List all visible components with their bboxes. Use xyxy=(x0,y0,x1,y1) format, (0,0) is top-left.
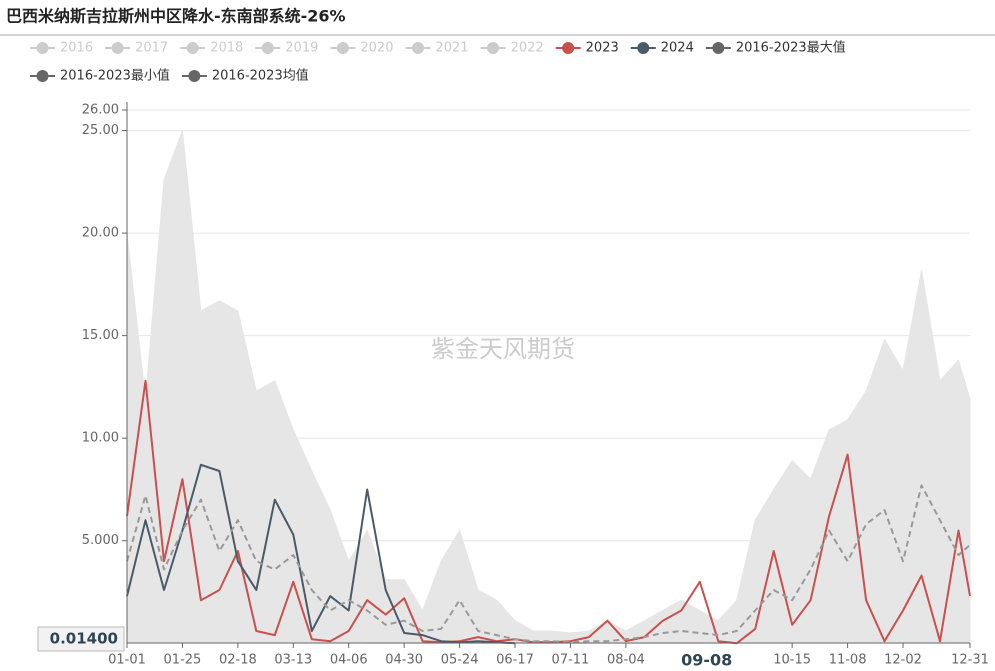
series-line xyxy=(126,484,971,644)
x-tick-label: 02-18 xyxy=(219,653,257,668)
x-tick-label: 10-15 xyxy=(773,653,811,668)
legend-item[interactable]: 2016-2023均值 xyxy=(181,68,309,84)
x-pointer-label: 09-08 xyxy=(681,651,732,670)
series-line xyxy=(126,379,971,645)
x-tick-label: 11-08 xyxy=(829,653,867,668)
legend-item[interactable]: 2023 xyxy=(555,41,619,56)
x-tick-label: 01-01 xyxy=(108,653,146,668)
x-tick-label: 07-11 xyxy=(552,653,590,668)
legend-label: 2022 xyxy=(511,41,544,56)
legend-dot xyxy=(562,42,575,54)
legend-label: 2016-2023最大值 xyxy=(736,40,846,56)
legend-dot xyxy=(188,70,201,82)
legend-dot xyxy=(111,42,124,54)
y-pointer-box xyxy=(37,626,125,652)
legend-dot xyxy=(261,42,274,54)
y-tick-label: 26.00 xyxy=(82,103,119,118)
legend-label: 2024 xyxy=(661,41,694,56)
legend-label: 2016 xyxy=(60,41,93,56)
legend-dot xyxy=(712,42,725,54)
legend-item[interactable]: 2016 xyxy=(30,41,93,56)
legend-label: 2019 xyxy=(285,41,318,56)
watermark: 紫金天风期货 xyxy=(431,335,575,363)
x-tick-label: 08-04 xyxy=(607,653,645,668)
legend-item[interactable]: 2016-2023最小值 xyxy=(30,68,170,84)
x-tick-label: 03-13 xyxy=(274,653,312,668)
band-area xyxy=(126,130,971,644)
x-tick-label: 01-25 xyxy=(164,653,202,668)
legend-item[interactable]: 2022 xyxy=(480,41,544,56)
y-tick-label: 25.00 xyxy=(82,123,119,138)
series-line xyxy=(126,463,516,645)
legend-label: 2016-2023最小值 xyxy=(60,68,170,84)
x-tick-label: 04-30 xyxy=(385,653,423,668)
y-tick-label: 15.00 xyxy=(82,328,119,343)
legend-item[interactable]: 2020 xyxy=(330,41,393,56)
legend-label: 2018 xyxy=(210,41,243,56)
x-tick-label: 04-06 xyxy=(330,653,368,668)
x-tick-label: 12-02 xyxy=(884,653,922,668)
legend-item[interactable]: 2019 xyxy=(255,41,318,56)
y-tick-label: 5.000 xyxy=(82,533,119,548)
legend-label: 2023 xyxy=(586,41,619,56)
legend-dot xyxy=(36,42,49,54)
legend-label: 2016-2023均值 xyxy=(212,68,309,84)
legend-item[interactable]: 2018 xyxy=(180,41,243,56)
legend-dot xyxy=(186,42,199,54)
legend-label: 2021 xyxy=(435,41,468,56)
x-tick-label: 12-31 xyxy=(951,653,989,668)
y-tick-label: 10.00 xyxy=(82,431,119,446)
x-tick-label: 05-24 xyxy=(441,653,479,668)
y-pointer-label: 0.01400 xyxy=(50,630,118,648)
legend-item[interactable]: 2017 xyxy=(105,41,168,56)
legend-label: 2020 xyxy=(360,41,393,56)
legend-dot xyxy=(36,70,49,82)
chart-title: 巴西米纳斯吉拉斯州中区降水-东南部系统-26% xyxy=(6,7,346,26)
legend-dot xyxy=(487,42,500,54)
legend-item[interactable]: 2021 xyxy=(405,41,469,56)
legend-dot xyxy=(411,42,424,54)
legend-item[interactable]: 2024 xyxy=(630,41,694,56)
x-tick-label: 06-17 xyxy=(496,653,534,668)
legend-item[interactable]: 2016-2023最大值 xyxy=(705,40,846,56)
legend-dot xyxy=(336,42,349,54)
y-tick-label: 20.00 xyxy=(82,226,119,241)
legend-dot xyxy=(637,42,650,54)
x-pointer-box xyxy=(674,648,739,671)
legend-label: 2017 xyxy=(135,41,168,56)
